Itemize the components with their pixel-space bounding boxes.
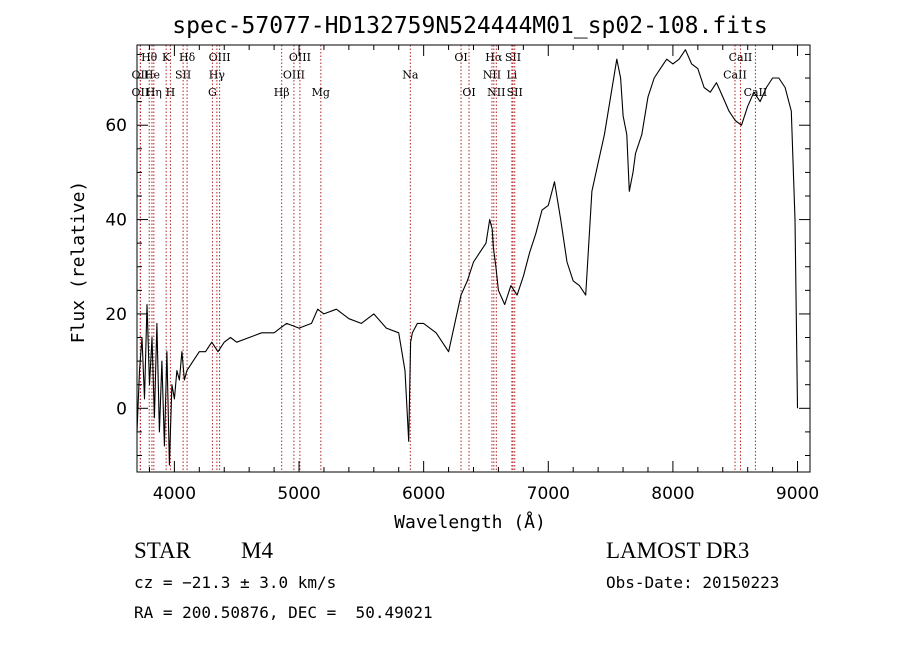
- observation-date: Obs-Date: 20150223: [606, 573, 780, 592]
- plot-frame: [136, 44, 811, 473]
- object-subclass: M4: [241, 538, 273, 563]
- spectral-line-label: Hγ: [209, 69, 226, 82]
- y-axis-label: Flux (relative): [68, 181, 89, 344]
- x-tick-label: 5000: [277, 484, 320, 504]
- y-tick-label: 60: [105, 116, 127, 136]
- y-tick-label: 20: [105, 305, 127, 325]
- spectral-line-label: He: [144, 69, 160, 82]
- spectral-line-label: OIII: [209, 51, 231, 64]
- spectral-line-label: SII: [505, 51, 521, 64]
- spectral-line-label: CaII: [723, 69, 747, 82]
- spectral-line-label: H: [166, 86, 176, 99]
- spectral-line-label: Hθ: [141, 51, 158, 64]
- spectral-line-label: Li: [506, 69, 517, 82]
- spectral-line-label: OIII: [289, 51, 311, 64]
- spectral-line-label: Hβ: [274, 86, 290, 99]
- x-tick-label: 9000: [776, 484, 819, 504]
- spectral-line-label: OII: [132, 69, 150, 82]
- spectral-line-label: Hη: [146, 86, 162, 99]
- spectral-line-label: OII: [132, 86, 150, 99]
- x-tick-label: 6000: [402, 484, 445, 504]
- spectral-line-label: Mg: [312, 86, 330, 99]
- chart-title: spec-57077-HD132759N524444M01_sp02-108.f…: [172, 13, 767, 39]
- spectral-line-label: SII: [175, 69, 191, 82]
- spectral-line-label: Na: [402, 69, 419, 82]
- x-tick-label: 8000: [651, 484, 694, 504]
- spectrum-series-line: [136, 49, 799, 466]
- object-class: STAR: [134, 538, 191, 563]
- spectral-line-label: NII: [487, 86, 505, 99]
- spectral-line-label: Hα: [485, 51, 503, 64]
- spectral-line-label: OI: [462, 86, 475, 99]
- x-tick-label: 4000: [153, 484, 196, 504]
- y-tick-label: 0: [116, 399, 127, 419]
- spectral-line-label: NII: [483, 69, 501, 82]
- spectral-line-label: CaII: [744, 86, 768, 99]
- y-tick-label: 40: [105, 211, 127, 231]
- x-axis-label: Wavelength (Å): [394, 511, 546, 533]
- x-tick-label: 7000: [527, 484, 570, 504]
- spectral-line-label: SII: [507, 86, 523, 99]
- spectral-line-label: K: [162, 51, 171, 64]
- spectral-line-label: Hδ: [179, 51, 196, 64]
- spectral-line-label: OIII: [283, 69, 305, 82]
- spectral-line-label: CaII: [729, 51, 753, 64]
- survey-name: LAMOST DR3: [606, 538, 750, 563]
- spectral-line-label: OI: [454, 51, 467, 64]
- redshift-velocity: cz = −21.3 ± 3.0 km/s: [134, 573, 337, 592]
- coordinates: RA = 200.50876, DEC = 50.49021: [134, 603, 433, 622]
- spectral-line-label: G: [208, 86, 217, 99]
